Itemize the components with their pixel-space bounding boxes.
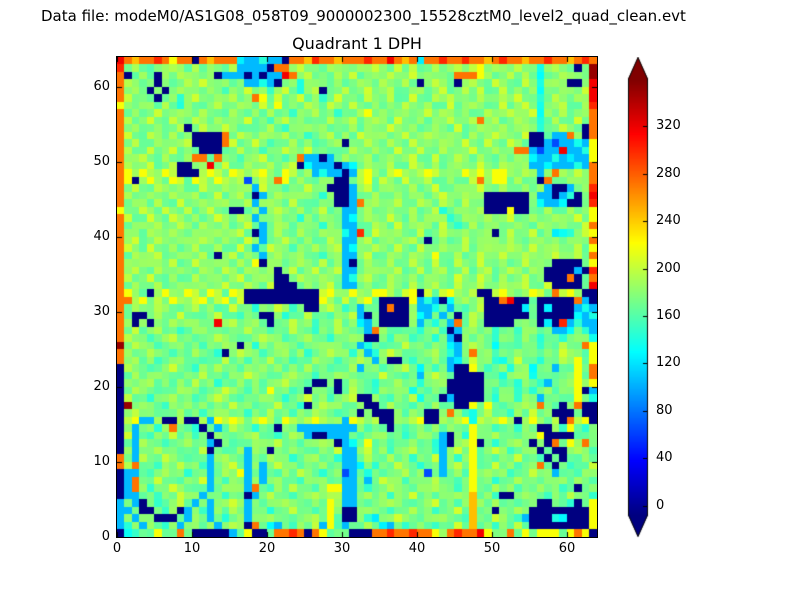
colorbar-tick-label: 320 <box>656 118 681 134</box>
heatmap-plot-area <box>116 56 598 538</box>
y-axis-tick-label: 50 <box>93 154 110 169</box>
x-axis-tick-label: 0 <box>112 541 122 556</box>
colorbar-tick-label: 40 <box>656 450 673 466</box>
y-axis-tick-label: 60 <box>93 79 110 94</box>
colorbar-tick-label: 80 <box>656 402 673 418</box>
y-axis-tick-label: 40 <box>93 229 110 244</box>
colorbar <box>627 57 679 539</box>
x-axis-tick-label: 10 <box>183 541 201 556</box>
x-axis-tick-label: 50 <box>483 541 501 556</box>
data-file-label: Data file: modeM0/AS1G08_058T09_90000023… <box>41 7 686 25</box>
colorbar-tick-label: 120 <box>656 355 681 371</box>
colorbar-tick-label: 280 <box>656 165 681 181</box>
colorbar-tick-label: 200 <box>656 260 681 276</box>
heatmap-canvas <box>117 57 597 537</box>
y-axis-tick-label: 20 <box>93 379 110 394</box>
plot-title: Quadrant 1 DPH <box>292 34 422 53</box>
colorbar-tick-label: 0 <box>656 497 665 513</box>
x-axis-tick-label: 40 <box>408 541 426 556</box>
colorbar-tick-label: 240 <box>656 213 681 229</box>
y-axis-tick-label: 0 <box>101 529 110 544</box>
y-axis-tick-label: 30 <box>93 304 110 319</box>
colorbar-tick-label: 160 <box>656 307 681 323</box>
x-axis-tick-label: 20 <box>258 541 276 556</box>
x-axis-tick-label: 30 <box>333 541 351 556</box>
y-axis-tick-label: 10 <box>93 454 110 469</box>
x-axis-tick-label: 60 <box>558 541 576 556</box>
